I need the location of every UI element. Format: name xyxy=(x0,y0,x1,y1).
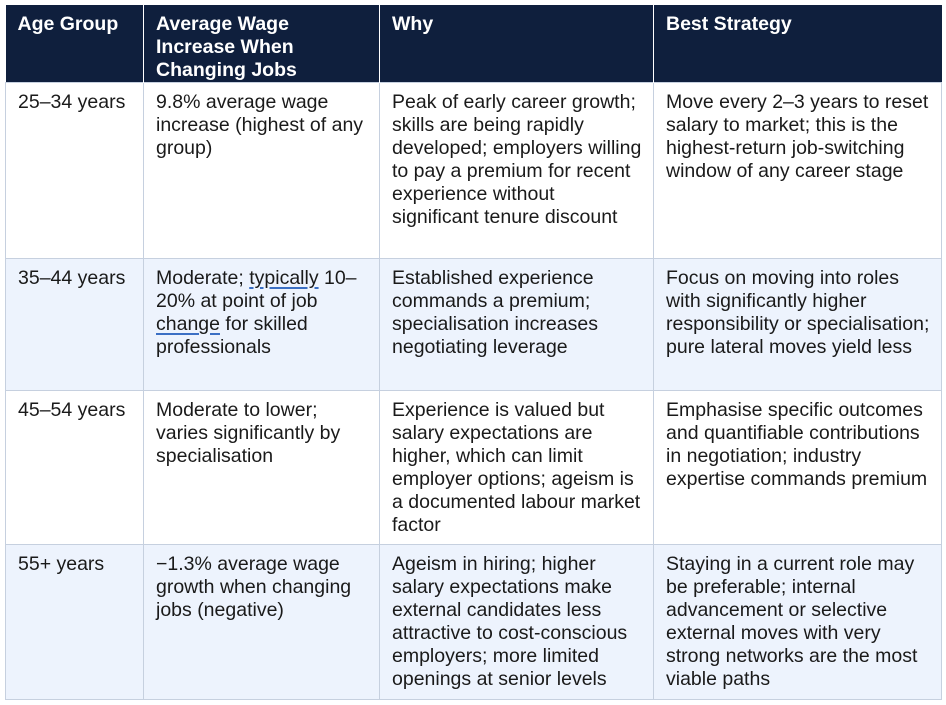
table-row: 55+ years −1.3% average wage growth when… xyxy=(5,544,942,700)
text-segment: Moderate; xyxy=(156,267,250,289)
cell-age-group: 35–44 years xyxy=(5,258,144,391)
cell-wage-increase: Moderate to lower; varies significantly … xyxy=(143,390,380,545)
cell-best-strategy: Move every 2–3 years to reset salary to … xyxy=(653,82,942,259)
table-header: Age Group Average Wage Increase When Cha… xyxy=(5,5,942,83)
cell-why: Ageism in hiring; higher salary expectat… xyxy=(379,544,654,700)
header-why: Why xyxy=(379,5,654,83)
cell-age-group: 25–34 years xyxy=(5,82,144,259)
cell-best-strategy: Staying in a current role may be prefera… xyxy=(653,544,942,700)
table-row: 25–34 years 9.8% average wage increase (… xyxy=(5,82,942,259)
cell-age-group: 55+ years xyxy=(5,544,144,700)
cell-wage-increase: 9.8% average wage increase (highest of a… xyxy=(143,82,380,259)
cell-age-group: 45–54 years xyxy=(5,390,144,545)
text-segment: for skilled professionals xyxy=(156,313,308,358)
wage-comparison-table: Age Group Average Wage Increase When Cha… xyxy=(5,5,942,700)
cell-wage-increase: −1.3% average wage growth when changing … xyxy=(143,544,380,700)
cell-best-strategy: Focus on moving into roles with signific… xyxy=(653,258,942,391)
table-row: 35–44 years Moderate; typically 10–20% a… xyxy=(5,258,942,391)
cell-best-strategy: Emphasise specific outcomes and quantifi… xyxy=(653,390,942,545)
spellcheck-underlined-word[interactable]: change xyxy=(156,313,220,335)
table-row: 45–54 years Moderate to lower; varies si… xyxy=(5,390,942,545)
table-body: 25–34 years 9.8% average wage increase (… xyxy=(5,82,942,700)
cell-wage-increase: Moderate; typically 10–20% at point of j… xyxy=(143,258,380,391)
spellcheck-underlined-word[interactable]: typically xyxy=(249,267,319,289)
header-best-strategy: Best Strategy xyxy=(653,5,942,83)
cell-why: Experience is valued but salary expectat… xyxy=(379,390,654,545)
text-segment: 10–20% at point of job xyxy=(156,267,357,312)
header-age-group: Age Group xyxy=(5,5,144,83)
cell-why: Established experience commands a premiu… xyxy=(379,258,654,391)
header-average-wage-increase: Average Wage Increase When Changing Jobs xyxy=(143,5,380,83)
cell-why: Peak of early career growth; skills are … xyxy=(379,82,654,259)
header-row: Age Group Average Wage Increase When Cha… xyxy=(5,5,942,83)
